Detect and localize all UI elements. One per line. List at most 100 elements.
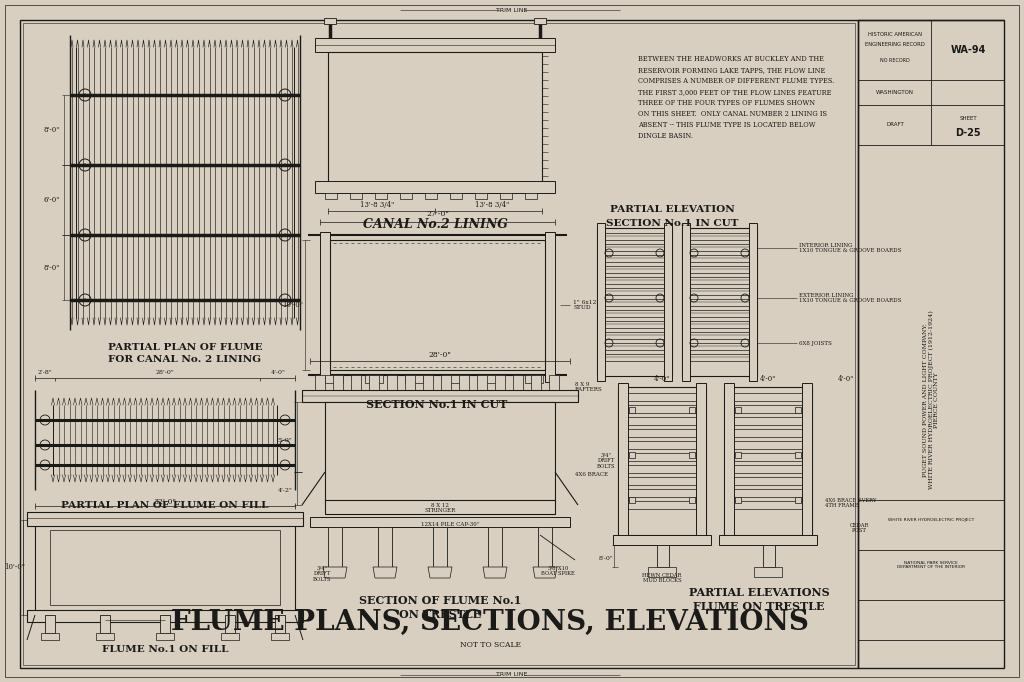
Circle shape [284, 233, 287, 237]
Bar [315, 181, 555, 193]
Text: CEDAR
POST: CEDAR POST [849, 522, 868, 533]
Text: 28'-0": 28'-0" [156, 370, 174, 374]
Bar [686, 299, 753, 306]
Text: SHEET: SHEET [959, 115, 977, 121]
Text: BETWEEN THE HEADWORKS AT BUCKLEY AND THE
RESERVOIR FORMING LAKE TAPPS, THE FLOW : BETWEEN THE HEADWORKS AT BUCKLEY AND THE… [638, 55, 835, 140]
Text: 2'-8": 2'-8" [38, 370, 52, 374]
Bar [624, 429, 700, 437]
Bar [686, 354, 753, 361]
Bar [730, 405, 806, 413]
Bar [513, 375, 523, 393]
Polygon shape [428, 567, 452, 578]
Text: 4'-0": 4'-0" [838, 375, 854, 383]
Text: 6'-0": 6'-0" [44, 196, 60, 204]
Bar [629, 407, 635, 413]
Bar [351, 375, 361, 393]
Bar [601, 321, 668, 328]
Text: 1" 6x12
STUD: 1" 6x12 STUD [573, 299, 596, 310]
Bar [730, 429, 806, 437]
Text: HISTORIC AMERICAN: HISTORIC AMERICAN [868, 33, 922, 38]
Bar [624, 465, 700, 473]
Text: 8'-0": 8'-0" [44, 126, 60, 134]
Bar [531, 375, 541, 393]
Text: 13'-8 3/4": 13'-8 3/4" [359, 201, 394, 209]
Bar [45, 615, 55, 633]
Bar [441, 375, 451, 393]
Bar [618, 383, 628, 539]
Text: 8'-0": 8'-0" [44, 263, 60, 271]
Bar [325, 193, 337, 199]
Bar [534, 18, 546, 24]
Bar [423, 375, 433, 393]
Bar [730, 465, 806, 473]
Bar [350, 193, 362, 199]
Bar [686, 233, 753, 240]
Bar [795, 407, 801, 413]
Text: SECTION OF FLUME No.1: SECTION OF FLUME No.1 [358, 595, 521, 606]
Text: 3/4"
DRIFT
BOLTS: 3/4" DRIFT BOLTS [312, 565, 331, 582]
Circle shape [84, 93, 86, 96]
Bar [365, 375, 383, 383]
Text: TRIM LINE: TRIM LINE [497, 8, 527, 12]
Bar [328, 52, 542, 182]
Bar [459, 375, 469, 393]
Polygon shape [323, 567, 347, 578]
Text: FLUME No.1 ON FILL: FLUME No.1 ON FILL [101, 645, 228, 655]
Text: PARTIAL PLAN OF FLUME: PARTIAL PLAN OF FLUME [108, 344, 262, 353]
Bar [27, 610, 303, 622]
Bar [624, 453, 700, 461]
Circle shape [84, 299, 86, 301]
Bar [686, 332, 753, 339]
Bar [597, 223, 605, 381]
Text: 8'-0": 8'-0" [599, 556, 613, 561]
Bar [802, 383, 812, 539]
Bar [378, 527, 392, 567]
Text: DRAFT: DRAFT [886, 123, 904, 128]
Text: PARTIAL PLAN OF FLUME ON FILL: PARTIAL PLAN OF FLUME ON FILL [61, 501, 268, 509]
Bar [601, 354, 668, 361]
Bar [601, 332, 668, 339]
Bar [696, 383, 706, 539]
Bar [730, 417, 806, 425]
Text: TRIM LINE: TRIM LINE [497, 672, 527, 677]
Bar [601, 288, 668, 295]
Text: 32'-0": 32'-0" [154, 498, 176, 506]
Bar [160, 615, 170, 633]
Bar [730, 453, 806, 461]
Circle shape [284, 93, 287, 96]
Bar [475, 193, 487, 199]
Text: 8 X 9
RAFTERS: 8 X 9 RAFTERS [575, 382, 603, 392]
Text: 4X6 BRACE: 4X6 BRACE [575, 473, 608, 477]
Bar [601, 277, 668, 284]
Bar [425, 193, 437, 199]
Circle shape [284, 164, 287, 166]
Bar [500, 193, 512, 199]
Bar [156, 633, 174, 640]
Bar [730, 489, 806, 497]
Bar [624, 393, 700, 401]
Polygon shape [483, 567, 507, 578]
Bar [629, 497, 635, 503]
Text: WA-94: WA-94 [950, 45, 986, 55]
Text: FLUME PLANS, SECTIONS, ELEVATIONS: FLUME PLANS, SECTIONS, ELEVATIONS [171, 608, 809, 636]
Bar [400, 193, 412, 199]
Bar [689, 452, 695, 458]
Text: CANAL No.2 LINING: CANAL No.2 LINING [362, 218, 508, 231]
Bar [601, 255, 668, 262]
Bar [618, 387, 706, 535]
Bar [682, 223, 690, 381]
Bar [858, 20, 1004, 668]
Bar [549, 375, 559, 393]
Bar [488, 527, 502, 567]
Bar [686, 321, 753, 328]
Text: 4'-2": 4'-2" [278, 488, 293, 492]
Bar [624, 405, 700, 413]
Text: 12X14 PILE CAP-30": 12X14 PILE CAP-30" [421, 522, 479, 527]
Bar [795, 452, 801, 458]
Text: 28'-0": 28'-0" [429, 351, 452, 359]
Text: 4'-0": 4'-0" [270, 370, 286, 374]
Bar [624, 477, 700, 485]
Text: PUGET SOUND POWER AND LIGHT COMPANY:
WHITE RIVER HYDROELECTRIC PROJECT (1912-192: PUGET SOUND POWER AND LIGHT COMPANY: WHI… [923, 310, 939, 490]
Bar [41, 633, 59, 640]
Bar [477, 375, 487, 393]
